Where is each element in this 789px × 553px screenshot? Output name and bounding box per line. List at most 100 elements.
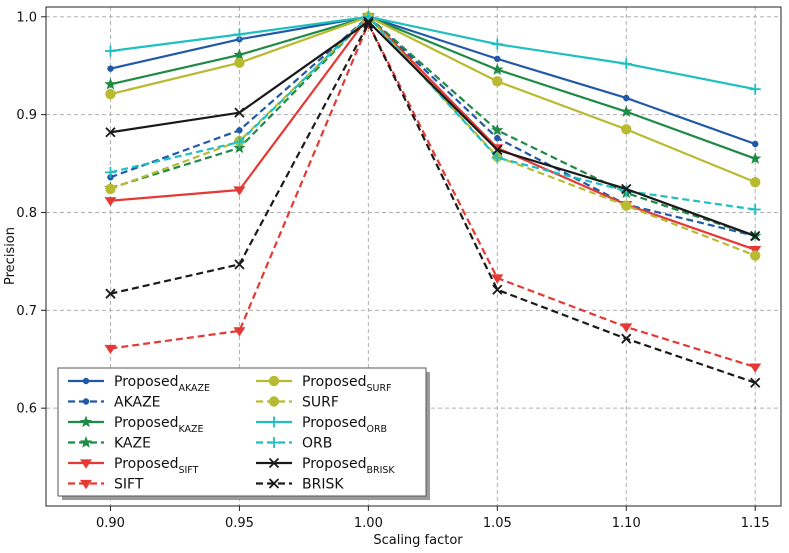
data-point [491, 123, 504, 136]
legend-entry: ProposedKAZE [68, 415, 204, 435]
data-point [105, 88, 116, 100]
data-point [620, 323, 633, 333]
series-line [110, 22, 756, 384]
x-tick-label: 0.95 [225, 516, 254, 531]
series-line [110, 15, 756, 184]
data-point [749, 152, 762, 164]
legend-entry: ORB [256, 436, 332, 452]
y-tick-label: 1.0 [16, 10, 37, 25]
legend-label: SURF [302, 395, 339, 411]
data-point [491, 274, 504, 284]
data-point [268, 396, 280, 407]
data-point [623, 94, 630, 102]
data-point [621, 200, 632, 211]
series-line [110, 15, 756, 160]
legend-label: KAZE [114, 436, 151, 452]
data-point [750, 230, 761, 242]
data-point [104, 166, 116, 178]
y-tick-label: 0.6 [16, 402, 37, 417]
data-point [268, 375, 280, 387]
data-point [233, 327, 246, 337]
data-point [233, 186, 246, 196]
plot-frame [45, 6, 782, 507]
series-line [110, 22, 756, 369]
data-point [234, 107, 245, 118]
data-point [268, 478, 280, 489]
data-point [268, 457, 280, 469]
series-akaze [107, 13, 759, 240]
data-point [82, 377, 90, 385]
data-point [621, 333, 632, 344]
data-point [104, 344, 117, 355]
legend-label: ProposedSIFT [114, 456, 199, 476]
data-point [749, 204, 761, 216]
legend-entry: AKAZE [68, 395, 161, 411]
x-tick-label: 1.10 [612, 516, 641, 531]
legend-entry: ProposedORB [256, 415, 387, 435]
data-point [494, 134, 501, 142]
legend-label: ProposedORB [302, 415, 387, 435]
legend-entry: ProposedSURF [256, 374, 392, 394]
data-point [621, 124, 632, 135]
data-point [620, 105, 633, 117]
legend-entry: BRISK [256, 477, 344, 493]
data-point [749, 83, 761, 95]
series-line [110, 20, 756, 237]
data-point [233, 48, 246, 61]
series-line [110, 15, 756, 146]
ticks: 0.90 0.95 1.00 1.05 1.10 1.15 0.6 0.7 0.8 0.9 1.0 [16, 10, 769, 531]
x-tick-label: 1.05 [483, 516, 512, 531]
data-point [79, 436, 93, 448]
data-point [363, 16, 374, 27]
legend-label: ProposedAKAZE [114, 374, 210, 394]
legend-entry: KAZE [68, 436, 151, 452]
data-point [749, 363, 762, 373]
series-proposed-brisk [105, 16, 761, 242]
data-point [492, 76, 503, 87]
legend-entry: SURF [256, 395, 339, 411]
series-line [110, 15, 756, 257]
series-proposed-akaze [107, 13, 759, 148]
data-point [236, 127, 243, 134]
data-point [79, 415, 93, 428]
x-tick-label: 1.15 [741, 516, 770, 531]
y-tick-label: 0.7 [16, 304, 37, 319]
data-point [105, 288, 116, 299]
legend-label: ProposedKAZE [114, 415, 204, 435]
y-tick-label: 0.9 [16, 108, 37, 123]
data-point [363, 18, 374, 29]
data-point [233, 136, 245, 148]
data-point [233, 28, 245, 40]
data-point [621, 183, 632, 195]
data-point [491, 63, 504, 75]
legend-entry: SIFT [68, 477, 144, 493]
legend-entry: ProposedSIFT [68, 456, 199, 476]
data-point [104, 45, 116, 57]
x-axis-label: Scaling factor [373, 533, 463, 548]
series-layer [104, 10, 762, 388]
legend-label: ORB [302, 436, 332, 452]
y-axis-label: Precision [3, 227, 18, 285]
data-point [491, 152, 503, 164]
legend-label: SIFT [114, 477, 144, 493]
data-point [80, 459, 92, 469]
legend-entry: ProposedBRISK [256, 456, 395, 476]
data-point [492, 284, 503, 295]
data-point [752, 140, 759, 148]
data-point [268, 437, 280, 448]
series-brisk [105, 18, 761, 388]
data-point [268, 416, 280, 428]
series-orb [104, 11, 761, 216]
data-point [620, 58, 632, 70]
legend-entry: ProposedAKAZE [68, 374, 210, 394]
y-tick-label: 0.8 [16, 206, 37, 221]
data-point [105, 183, 116, 195]
data-point [491, 38, 503, 50]
data-point [107, 65, 114, 72]
series-line [110, 15, 756, 91]
data-point [492, 144, 503, 155]
data-point [494, 55, 501, 63]
data-point [750, 250, 761, 261]
